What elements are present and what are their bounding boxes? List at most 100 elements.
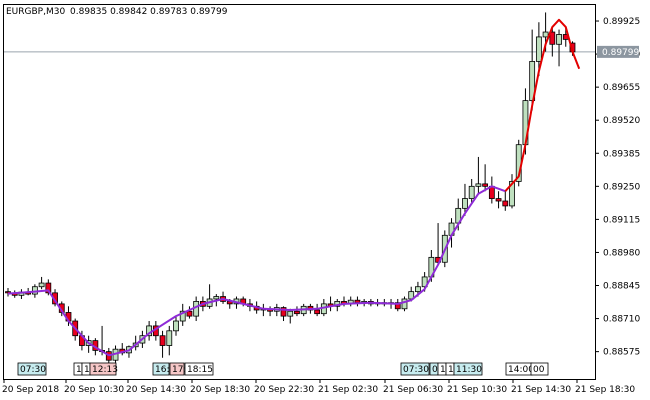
bull-candle-body [421, 276, 428, 288]
x-tick-label: 21 Sep 14:30 [511, 385, 571, 395]
candle [549, 27, 556, 57]
session-label-text: 0 [432, 365, 438, 375]
bull-candle-body [556, 34, 562, 45]
candle [166, 325, 173, 356]
y-tick-label: 0.89250 [603, 182, 640, 192]
bear-candle-body [549, 31, 556, 45]
session-label: 07:30 [17, 362, 47, 376]
bull-candle-body [31, 286, 38, 295]
bear-candle-body [495, 198, 502, 202]
candle [159, 330, 166, 358]
moving-average-layer [7, 18, 581, 357]
x-tick-label: 21 Sep 06:30 [383, 385, 443, 395]
bull-candle-body [213, 296, 220, 300]
candle [287, 308, 294, 324]
session-label: 1 [73, 362, 83, 376]
candle [314, 303, 321, 317]
session-label: 07:30 [400, 362, 430, 376]
session-label-text: 1 [440, 365, 446, 375]
bull-candle-body [179, 310, 186, 322]
x-tick-label: 20 Sep 2018 [2, 385, 59, 395]
session-label-box [184, 362, 214, 376]
y-tick-label: 0.89655 [603, 83, 640, 93]
bull-candle-body [38, 282, 45, 288]
session-label: 14:00 [505, 362, 534, 376]
symbol-label: EURGBP,M30 [6, 7, 65, 17]
session-label: 1 [445, 362, 455, 376]
session-label-text: 14:00 [508, 365, 534, 375]
current-price-label: 0.89799 [602, 48, 639, 58]
session-label-box [89, 362, 117, 376]
x-axis: 20 Sep 2018 20 Sep 10:30 20 Sep 14:30 20 Se… [2, 379, 635, 395]
session-label-box [453, 362, 483, 376]
candle [401, 296, 408, 312]
candle [462, 183, 468, 216]
ma-line-past [7, 185, 506, 357]
candle [475, 156, 482, 194]
session-label: 1 [437, 362, 447, 376]
candle [495, 191, 502, 209]
session-label: 1 [81, 362, 91, 376]
bear-candle-body [294, 310, 300, 315]
bull-candle-body [401, 298, 408, 310]
bear-candle-body [394, 302, 401, 310]
x-tick-label: 20 Sep 22:30 [254, 385, 314, 395]
x-tick-label: 20 Sep 18:30 [190, 385, 250, 395]
bear-candle-body [314, 309, 321, 315]
y-tick-label: 0.89520 [603, 116, 640, 126]
x-tick-label: 20 Sep 10:30 [64, 385, 124, 395]
bear-candle-body [482, 183, 489, 187]
bull-candle-body [287, 310, 294, 317]
bull-candle-body [509, 181, 515, 207]
candle [502, 191, 509, 211]
x-tick-label: 21 Sep 18:30 [575, 385, 635, 395]
session-label: 11:30 [453, 362, 483, 376]
session-label-box [530, 362, 549, 376]
session-label-text: 1 [448, 365, 454, 375]
bear-candle-body [280, 307, 287, 317]
y-tick-label: 0.88980 [603, 248, 640, 258]
session-label-text: 00 [533, 365, 545, 375]
bear-candle-body [502, 200, 509, 207]
session-label-text: 18:15 [187, 365, 213, 375]
candle [394, 298, 401, 312]
y-tick-label: 0.89385 [603, 149, 640, 159]
x-tick-label: 20 Sep 14:30 [126, 385, 186, 395]
bull-candle-body [462, 198, 468, 209]
session-label-box [169, 362, 185, 376]
bull-candle-body [415, 286, 421, 293]
x-tick-label: 21 Sep 02:30 [318, 385, 378, 395]
candle [38, 276, 45, 290]
bull-candle-body [166, 330, 173, 346]
y-tick-label: 0.88845 [603, 282, 640, 292]
bull-candle-body [475, 183, 482, 187]
bull-candle-body [468, 185, 475, 199]
session-label-box [152, 362, 170, 376]
y-tick-label: 0.89115 [603, 215, 640, 225]
session-label-text: 17: [172, 365, 186, 375]
session-label-text: 1 [84, 365, 90, 375]
candle [468, 178, 475, 204]
candle [482, 164, 489, 192]
ma-line-future [504, 18, 581, 192]
x-tick-label: 21 Sep 10:30 [447, 385, 507, 395]
session-label-text: 07:30 [20, 365, 46, 375]
session-label-text: 12:13 [92, 365, 118, 375]
session-label: 18:15 [184, 362, 214, 376]
bull-candle-body [173, 320, 179, 332]
session-label: 0 [429, 362, 439, 376]
session-label-box [400, 362, 430, 376]
bull-candle-body [542, 31, 549, 38]
session-label-box [17, 362, 47, 376]
ohlc-values: 0.89835 0.89842 0.89783 0.89799 [70, 7, 228, 17]
bear-candle-body [159, 335, 166, 346]
session-label-text: 11:30 [456, 365, 482, 375]
bull-candle-body [535, 36, 542, 62]
session-label: 16: [152, 362, 170, 376]
candle [556, 29, 562, 67]
bear-candle-body [45, 282, 52, 294]
y-axis: 0.899250.897900.896550.895200.893850.892… [595, 17, 640, 358]
y-tick-label: 0.88575 [603, 348, 640, 358]
